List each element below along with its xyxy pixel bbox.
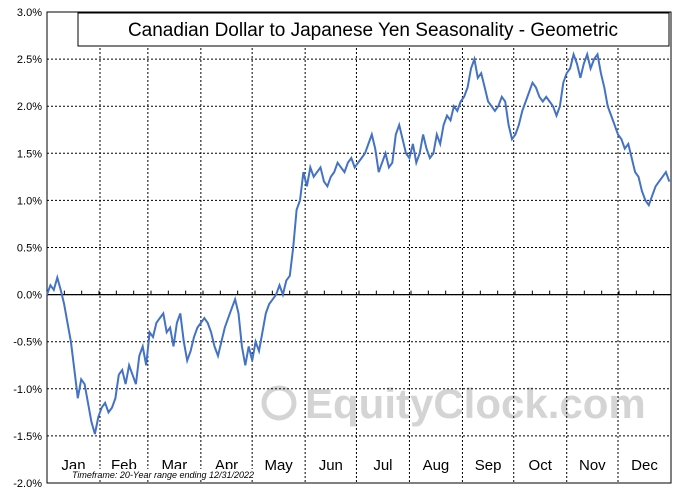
- chart-title: Canadian Dollar to Japanese Yen Seasonal…: [128, 20, 618, 41]
- y-tick-label: -1.0%: [13, 384, 42, 396]
- x-tick-label: Dec: [631, 457, 658, 474]
- y-tick-label: -0.5%: [13, 337, 42, 349]
- y-tick-label: 3.0%: [17, 7, 42, 19]
- watermark: EquityClock.com: [261, 380, 646, 427]
- axes: [46, 11, 672, 484]
- y-tick-label: -2.0%: [13, 478, 42, 490]
- x-tick-labels: Jan Feb Mar Apr May Jun Jul Aug Sep Oct Nov Dec: [61, 457, 658, 474]
- title-box: Canadian Dollar to Japanese Yen Seasonal…: [77, 12, 670, 47]
- watermark-logo-icon: [261, 385, 297, 421]
- footnote-background: [70, 469, 260, 480]
- y-tick-label: 1.0%: [17, 195, 42, 207]
- y-tick-label: 0.0%: [17, 290, 42, 302]
- plot-frame: [46, 11, 672, 484]
- x-tick-label: Jul: [373, 457, 392, 474]
- y-tick-label: 2.0%: [17, 101, 42, 113]
- y-tick-label: -1.5%: [13, 431, 42, 443]
- x-tick-label: May: [264, 457, 293, 474]
- x-tick-label: Aug: [423, 457, 450, 474]
- y-tick-labels: -2.0% -1.5% -1.0% -0.5% 0.0% 0.5% 1.0% 1.5% 2.0%…: [13, 7, 42, 490]
- footnote: Timeframe: 20-Year range ending 12/31/20…: [72, 470, 254, 480]
- y-tick-label: 0.5%: [17, 243, 42, 255]
- x-tick-label: Sep: [475, 457, 502, 474]
- series-line: [46, 50, 671, 435]
- y-tick-label: 1.5%: [17, 148, 42, 160]
- watermark-text: EquityClock.com: [305, 380, 646, 427]
- title-frame: [77, 12, 670, 47]
- x-tick-label: Oct: [529, 457, 553, 474]
- y-tick-label: 2.5%: [17, 54, 42, 66]
- x-tick-label: Jun: [319, 457, 343, 474]
- x-tick-label: Nov: [579, 457, 606, 474]
